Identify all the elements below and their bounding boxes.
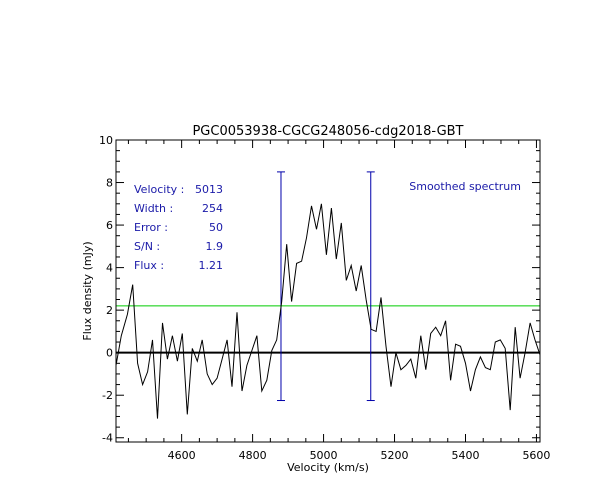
y-tick-label: 8 xyxy=(106,177,113,190)
annotation-label: Flux : xyxy=(134,259,164,272)
y-tick-label: 4 xyxy=(106,262,113,275)
y-tick-label: 2 xyxy=(106,304,113,317)
legend-smoothed-spectrum: Smoothed spectrum xyxy=(409,180,521,193)
spectrum-series-line xyxy=(116,203,540,419)
annotation-value: 254 xyxy=(202,202,223,215)
annotation-label: Width : xyxy=(134,202,173,215)
x-tick-label: 4600 xyxy=(168,449,196,462)
chart-title: PGC0053938-CGCG248056-cdg2018-GBT xyxy=(192,124,463,139)
annotation-value: 1.21 xyxy=(199,259,224,272)
annotation-value: 1.9 xyxy=(206,240,224,253)
annotation-label: S/N : xyxy=(134,240,160,253)
annotation-label: Error : xyxy=(134,221,168,234)
y-tick-label: 0 xyxy=(106,347,113,360)
x-tick-label: 5000 xyxy=(310,449,338,462)
x-tick-label: 5200 xyxy=(381,449,409,462)
plot-frame xyxy=(115,139,541,443)
x-tick-label: 5400 xyxy=(451,449,479,462)
annotation-value: 50 xyxy=(209,221,223,234)
x-tick-label: 5600 xyxy=(522,449,550,462)
x-axis-label: Velocity (km/s) xyxy=(287,461,369,474)
annotation-value: 5013 xyxy=(195,183,223,196)
y-tick-label: -4 xyxy=(102,432,113,445)
annotation-label: Velocity : xyxy=(134,183,184,196)
y-tick-label: -2 xyxy=(102,389,113,402)
y-tick-label: 6 xyxy=(106,219,113,232)
y-tick-label: 10 xyxy=(99,134,113,147)
y-axis-label: Flux density (mJy) xyxy=(81,241,94,340)
x-tick-label: 4800 xyxy=(239,449,267,462)
